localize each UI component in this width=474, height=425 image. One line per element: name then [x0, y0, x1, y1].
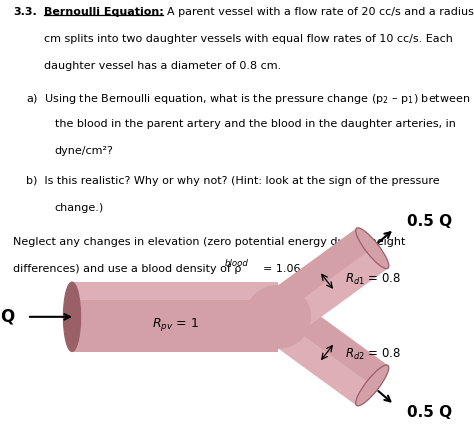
Text: = 1.06 g/cc.: = 1.06 g/cc. — [263, 264, 331, 274]
Text: a)  Using the Bernoulli equation, what is the pressure change (p$_2$ – p$_1$) be: a) Using the Bernoulli equation, what is… — [26, 92, 470, 106]
Text: Neglect any changes in elevation (zero potential energy due to height: Neglect any changes in elevation (zero p… — [13, 237, 406, 247]
Text: $R_{d1}$ = 0.8: $R_{d1}$ = 0.8 — [345, 272, 401, 287]
Polygon shape — [262, 228, 388, 337]
Ellipse shape — [356, 365, 389, 406]
Text: Bernoulli Equation:: Bernoulli Equation: — [44, 7, 164, 17]
Text: $R_{pv}$ = 1: $R_{pv}$ = 1 — [152, 316, 199, 333]
Text: Q: Q — [0, 308, 14, 326]
Text: change.): change.) — [55, 203, 104, 213]
Bar — [72, 282, 278, 300]
Text: dyne/cm²?: dyne/cm²? — [55, 146, 113, 156]
Text: A parent vessel with a flow rate of 20 cc/s and a radius of 1: A parent vessel with a flow rate of 20 c… — [167, 7, 474, 17]
Text: b)  Is this realistic? Why or why not? (Hint: look at the sign of the pressure: b) Is this realistic? Why or why not? (H… — [26, 176, 440, 186]
Ellipse shape — [356, 228, 389, 269]
Text: blood: blood — [224, 259, 248, 268]
Text: 3.3.: 3.3. — [13, 7, 37, 17]
Text: 0.5 Q: 0.5 Q — [407, 214, 452, 229]
Text: the blood in the parent artery and the blood in the daughter arteries, in: the blood in the parent artery and the b… — [55, 119, 456, 129]
Text: differences) and use a blood density of ρ: differences) and use a blood density of … — [13, 264, 242, 274]
Polygon shape — [262, 297, 388, 405]
Ellipse shape — [64, 282, 81, 351]
Bar — [72, 282, 278, 351]
Polygon shape — [278, 248, 388, 337]
Circle shape — [245, 285, 311, 349]
Text: cm splits into two daughter vessels with equal flow rates of 10 cc/s. Each: cm splits into two daughter vessels with… — [44, 34, 453, 44]
Text: daughter vessel has a diameter of 0.8 cm.: daughter vessel has a diameter of 0.8 cm… — [44, 61, 281, 71]
Text: $R_{d2}$ = 0.8: $R_{d2}$ = 0.8 — [345, 347, 401, 362]
Polygon shape — [262, 317, 372, 405]
Text: 0.5 Q: 0.5 Q — [407, 405, 452, 420]
